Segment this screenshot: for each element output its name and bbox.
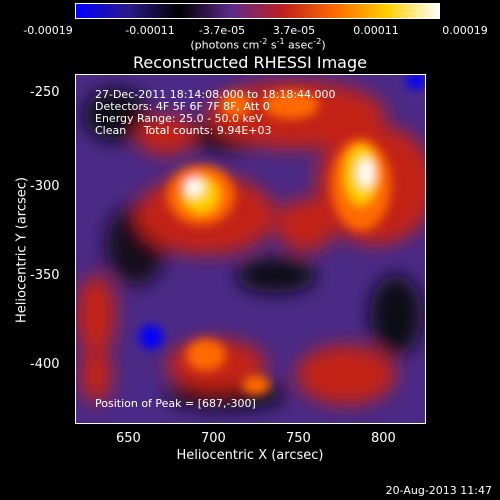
colorbar-tick-label: -0.00019 — [23, 24, 73, 37]
colorbar-units: (photons cm-2 s-1 asec-2) — [190, 37, 326, 52]
y-axis-title: Heliocentric Y (arcsec) — [14, 177, 30, 323]
y-tick-label: -350 — [30, 268, 60, 283]
plot-title: Reconstructed RHESSI Image — [133, 53, 367, 72]
x-tick-label: 650 — [116, 431, 141, 446]
colorbar-tick-label: -3.7e-05 — [198, 24, 246, 37]
colorbar-tick-label: 0.00019 — [442, 24, 488, 37]
x-tick-label: 750 — [286, 431, 311, 446]
x-axis-title: Heliocentric X (arcsec) — [176, 448, 324, 463]
y-tick-label: -300 — [30, 179, 60, 194]
y-tick-label: -250 — [30, 85, 60, 100]
x-tick-label: 800 — [371, 431, 396, 446]
energy-range: Energy Range: 25.0 - 50.0 keV — [95, 112, 263, 125]
rhessi-image-plot — [75, 74, 426, 424]
peak-position: Position of Peak = [687,-300] — [95, 397, 256, 410]
detectors-info: Detectors: 4F 5F 6F 7F 8F, Att 0 — [95, 100, 270, 113]
timestamp: 20-Aug-2013 11:47 — [385, 484, 492, 497]
x-tick-label: 700 — [201, 431, 226, 446]
colorbar-tick-label: 0.00011 — [353, 24, 399, 37]
total-counts: Clean Total counts: 9.94E+03 — [95, 124, 272, 137]
colorbar-tick-label: -0.00011 — [125, 24, 175, 37]
observation-time: 27-Dec-2011 18:14:08.000 to 18:18:44.000 — [95, 88, 336, 101]
y-tick-label: -400 — [30, 357, 60, 372]
rhessi-image — [76, 75, 425, 423]
colorbar-tick-label: 3.7e-05 — [272, 24, 316, 37]
colorbar — [75, 3, 440, 19]
